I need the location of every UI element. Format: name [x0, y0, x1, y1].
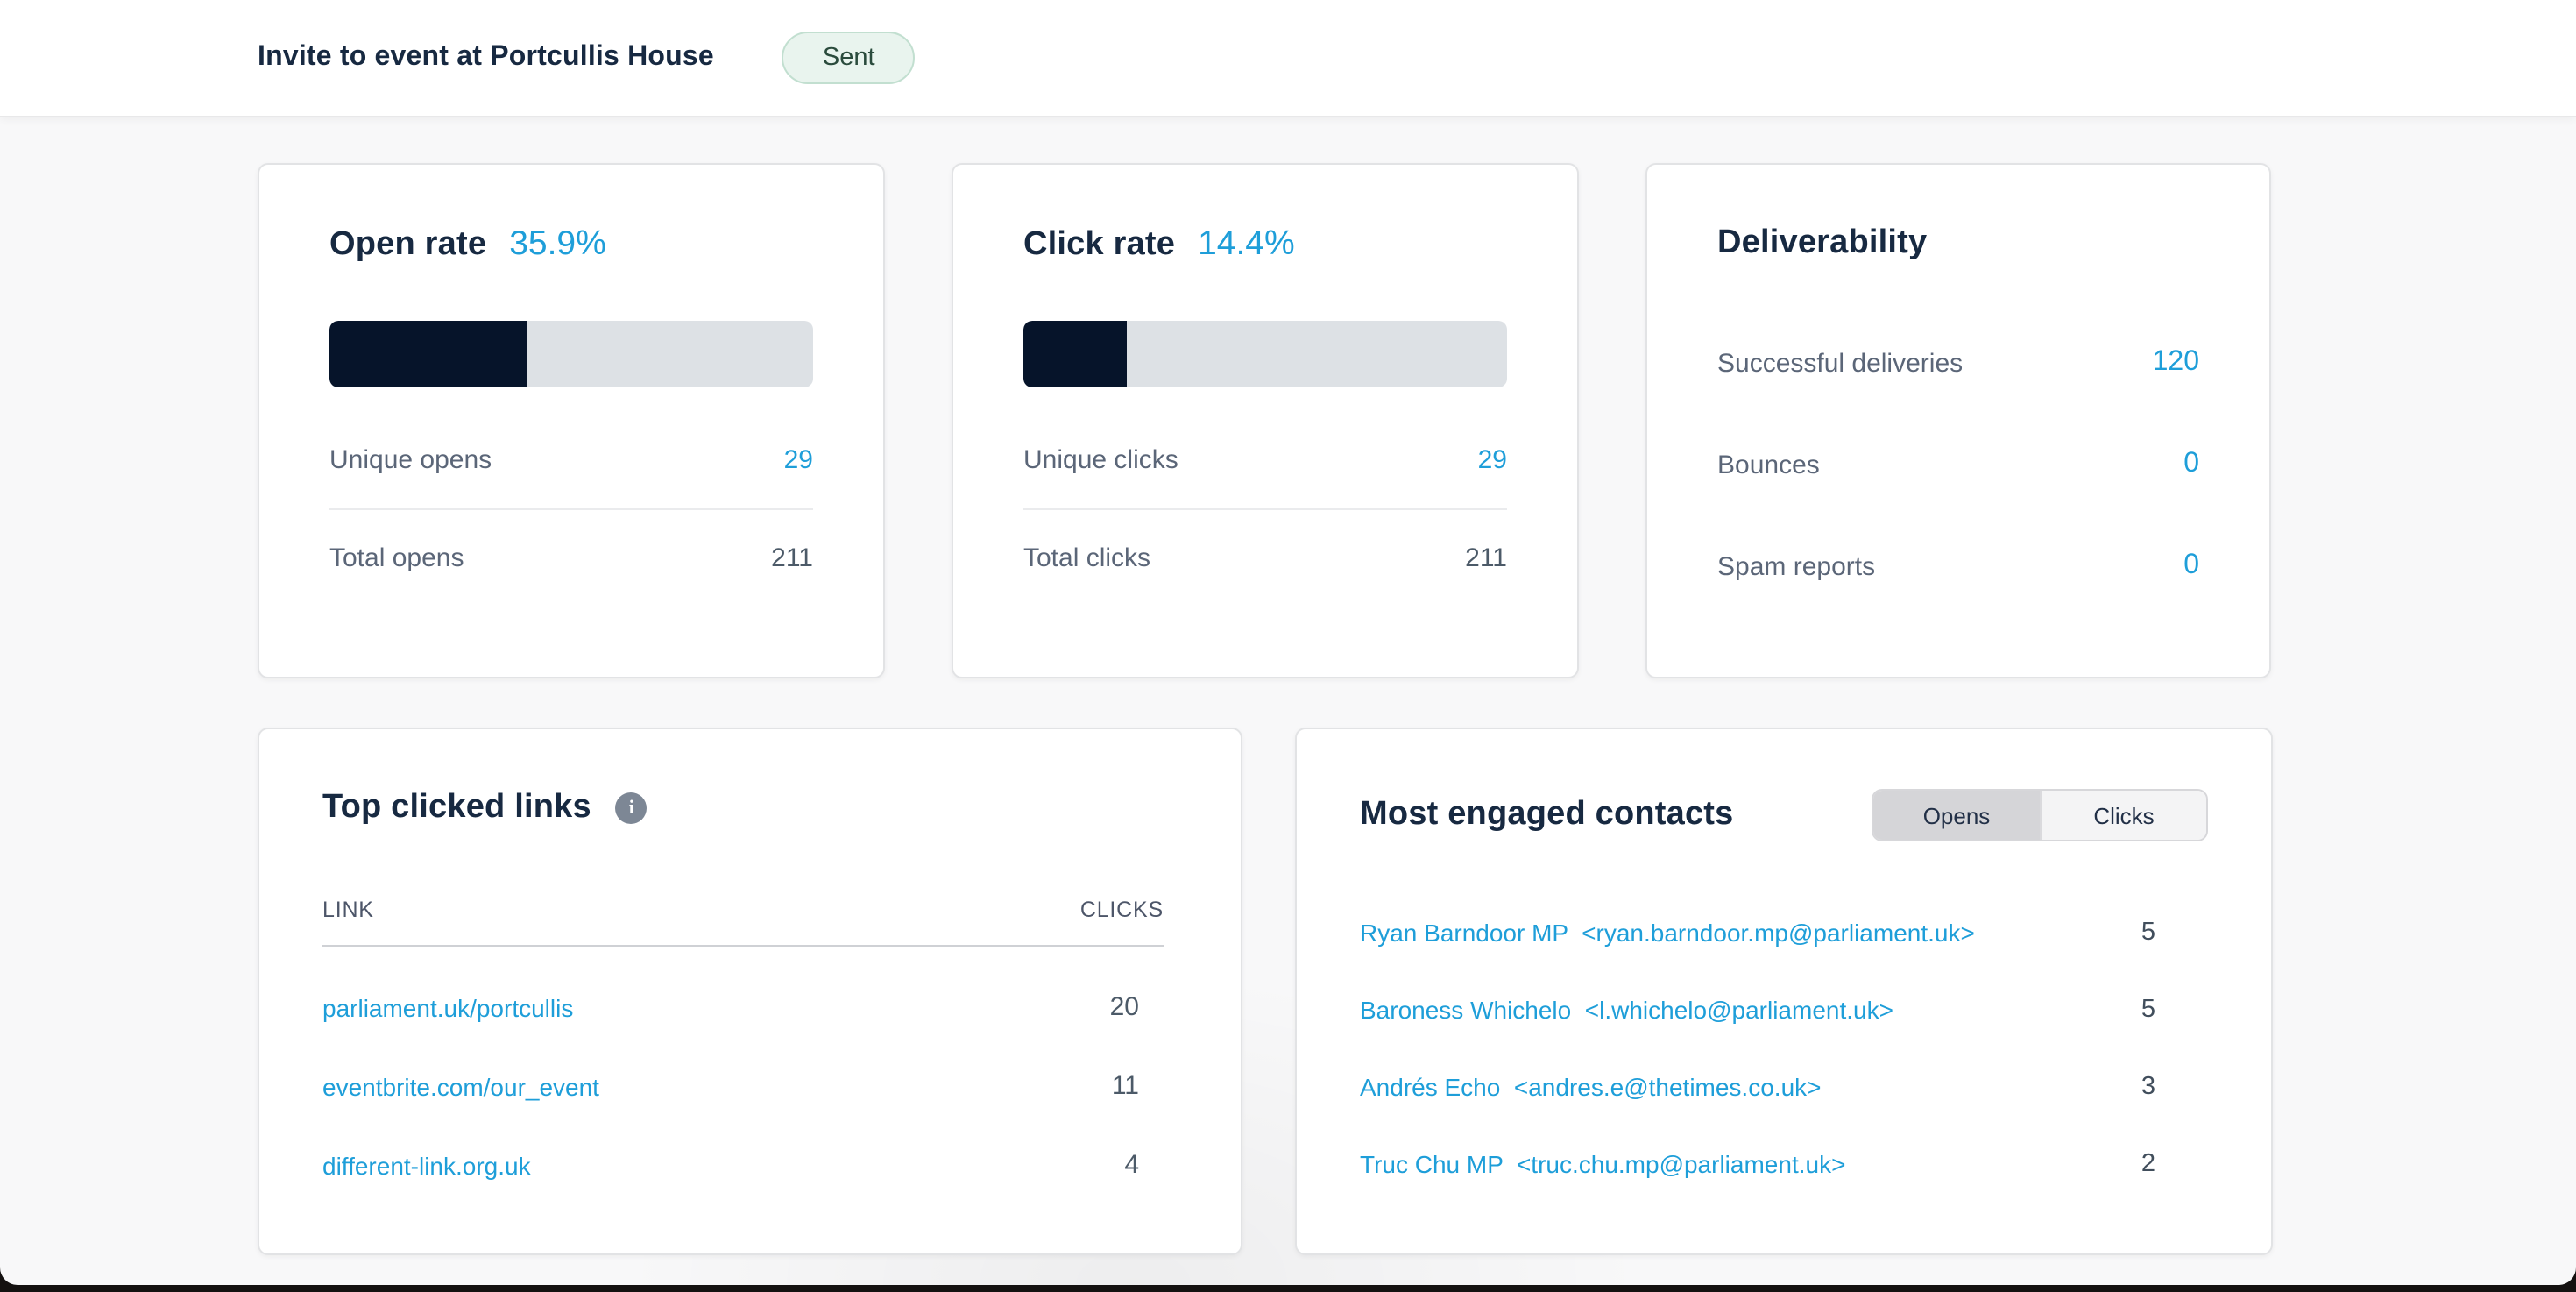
- link-clicks-value: 11: [1111, 1071, 1139, 1101]
- link-url[interactable]: different-link.org.uk: [322, 1151, 531, 1179]
- open-rate-header: Open rate 35.9%: [329, 224, 813, 265]
- table-row: eventbrite.com/our_event 11: [322, 1047, 1164, 1125]
- stat-row-unique-clicks: Unique clicks 29: [1023, 412, 1507, 508]
- details-row: Top clicked links i LINK CLICKS parliame…: [258, 728, 2273, 1255]
- link-clicks-value: 4: [1124, 1150, 1139, 1180]
- top-links-title: Top clicked links: [322, 789, 591, 826]
- opens-clicks-toggle: Opens Clicks: [1872, 789, 2208, 841]
- spam-reports-value: 0: [2183, 550, 2199, 580]
- list-item: Andrés Echo <andres.e@thetimes.co.uk> 3: [1360, 1048, 2208, 1125]
- list-item: Ryan Barndoor MP <ryan.barndoor.mp@parli…: [1360, 894, 2208, 971]
- contact-count: 5: [2141, 919, 2155, 947]
- tab-opens[interactable]: Opens: [1873, 791, 2040, 840]
- open-rate-progress-track: [329, 321, 813, 387]
- links-table-header: LINK CLICKS: [322, 898, 1164, 947]
- stat-row-unique-opens: Unique opens 29: [329, 412, 813, 508]
- status-badge: Sent: [782, 32, 916, 84]
- click-rate-stats: Unique clicks 29 Total clicks 211: [1023, 412, 1507, 607]
- stat-row-spam-reports: Spam reports 0: [1717, 515, 2199, 617]
- contacts-list: Ryan Barndoor MP <ryan.barndoor.mp@parli…: [1360, 894, 2208, 1203]
- table-row: different-link.org.uk 4: [322, 1125, 1164, 1204]
- total-opens-value: 211: [771, 543, 813, 573]
- deliverability-card: Deliverability Successful deliveries 120…: [1645, 163, 2271, 678]
- contact-link[interactable]: Truc Chu MP <truc.chu.mp@parliament.uk>: [1360, 1150, 1846, 1178]
- page-title: Invite to event at Portcullis House: [258, 42, 714, 72]
- contact-link[interactable]: Andrés Echo <andres.e@thetimes.co.uk>: [1360, 1073, 1822, 1101]
- click-rate-progress-fill: [1023, 321, 1128, 387]
- contact-count: 3: [2141, 1073, 2155, 1101]
- stat-row-total-opens: Total opens 211: [329, 508, 813, 607]
- header-bar: Invite to event at Portcullis House Sent: [0, 0, 2576, 116]
- report-content: Open rate 35.9% Unique opens 29 Total op…: [0, 116, 2273, 1255]
- open-rate-value: 35.9%: [509, 224, 606, 263]
- most-engaged-contacts-card: Most engaged contacts Opens Clicks Ryan …: [1295, 728, 2273, 1255]
- click-rate-title: Click rate: [1023, 226, 1176, 263]
- info-icon[interactable]: i: [615, 792, 648, 824]
- spam-reports-label: Spam reports: [1717, 551, 1876, 581]
- click-rate-card: Click rate 14.4% Unique clicks 29 Total …: [952, 163, 1579, 678]
- total-clicks-label: Total clicks: [1023, 543, 1151, 573]
- open-rate-title: Open rate: [329, 226, 487, 263]
- stat-row-successful-deliveries: Successful deliveries 120: [1717, 312, 2199, 414]
- link-clicks-value: 20: [1109, 992, 1139, 1022]
- contact-count: 5: [2141, 996, 2155, 1024]
- stat-row-total-clicks: Total clicks 211: [1023, 508, 1507, 607]
- top-clicked-links-card: Top clicked links i LINK CLICKS parliame…: [258, 728, 1242, 1255]
- open-rate-progress-fill: [329, 321, 528, 387]
- contact-link[interactable]: Baroness Whichelo <l.whichelo@parliament…: [1360, 996, 1893, 1024]
- link-column-header: LINK: [322, 898, 374, 922]
- top-links-header: Top clicked links i: [322, 789, 1164, 827]
- contacts-title: Most engaged contacts: [1360, 796, 1734, 833]
- link-url[interactable]: eventbrite.com/our_event: [322, 1072, 599, 1100]
- table-row: parliament.uk/portcullis 20: [322, 968, 1164, 1047]
- links-table-body: parliament.uk/portcullis 20 eventbrite.c…: [322, 968, 1164, 1204]
- open-rate-stats: Unique opens 29 Total opens 211: [329, 412, 813, 607]
- click-rate-header: Click rate 14.4%: [1023, 224, 1507, 265]
- contacts-header: Most engaged contacts Opens Clicks: [1360, 789, 2208, 841]
- unique-opens-value: 29: [783, 445, 813, 475]
- contact-count: 2: [2141, 1150, 2155, 1178]
- successful-deliveries-value: 120: [2152, 347, 2199, 377]
- tab-clicks[interactable]: Clicks: [2040, 791, 2206, 840]
- contact-link[interactable]: Ryan Barndoor MP <ryan.barndoor.mp@parli…: [1360, 919, 1975, 947]
- clicks-column-header: CLICKS: [1079, 898, 1164, 922]
- stat-row-bounces: Bounces 0: [1717, 414, 2199, 515]
- successful-deliveries-label: Successful deliveries: [1717, 348, 1964, 378]
- list-item: Truc Chu MP <truc.chu.mp@parliament.uk> …: [1360, 1125, 2208, 1203]
- list-item: Baroness Whichelo <l.whichelo@parliament…: [1360, 971, 2208, 1048]
- metrics-row: Open rate 35.9% Unique opens 29 Total op…: [258, 163, 2273, 678]
- click-rate-value: 14.4%: [1198, 224, 1295, 263]
- bounces-label: Bounces: [1717, 450, 1820, 479]
- click-rate-progress-track: [1023, 321, 1507, 387]
- unique-clicks-label: Unique clicks: [1023, 445, 1178, 475]
- total-opens-label: Total opens: [329, 543, 464, 573]
- bounces-value: 0: [2183, 449, 2199, 479]
- open-rate-card: Open rate 35.9% Unique opens 29 Total op…: [258, 163, 885, 678]
- deliverability-title: Deliverability: [1717, 224, 1928, 261]
- deliverability-stats: Successful deliveries 120 Bounces 0 Spam…: [1717, 312, 2199, 617]
- total-clicks-value: 211: [1465, 543, 1507, 573]
- link-url[interactable]: parliament.uk/portcullis: [322, 993, 574, 1021]
- unique-opens-label: Unique opens: [329, 445, 492, 475]
- unique-clicks-value: 29: [1477, 445, 1507, 475]
